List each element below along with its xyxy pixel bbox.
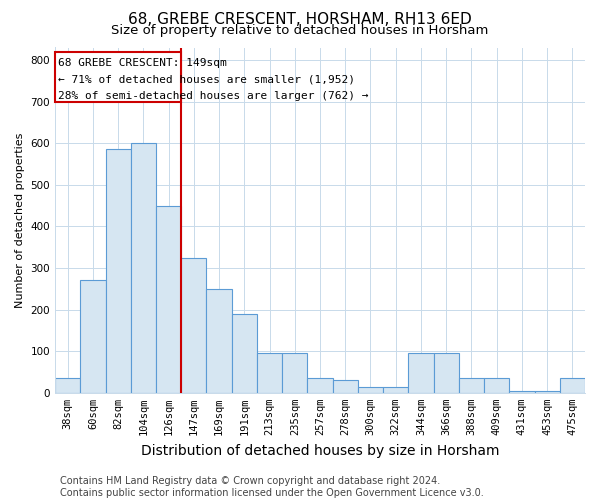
Bar bbox=[383, 386, 409, 393]
Bar bbox=[156, 206, 181, 393]
Text: 68, GREBE CRESCENT, HORSHAM, RH13 6ED: 68, GREBE CRESCENT, HORSHAM, RH13 6ED bbox=[128, 12, 472, 28]
Bar bbox=[535, 390, 560, 393]
Bar bbox=[232, 314, 257, 393]
Bar bbox=[257, 354, 282, 393]
Text: 68 GREBE CRESCENT: 149sqm: 68 GREBE CRESCENT: 149sqm bbox=[58, 58, 226, 68]
Bar bbox=[434, 354, 459, 393]
Bar bbox=[409, 354, 434, 393]
Bar bbox=[131, 143, 156, 393]
Bar bbox=[484, 378, 509, 393]
Bar bbox=[106, 150, 131, 393]
Bar bbox=[181, 258, 206, 393]
X-axis label: Distribution of detached houses by size in Horsham: Distribution of detached houses by size … bbox=[141, 444, 499, 458]
Bar bbox=[307, 378, 332, 393]
Text: Contains HM Land Registry data © Crown copyright and database right 2024.
Contai: Contains HM Land Registry data © Crown c… bbox=[60, 476, 484, 498]
Bar bbox=[55, 52, 181, 102]
Bar bbox=[560, 378, 585, 393]
Text: 28% of semi-detached houses are larger (762) →: 28% of semi-detached houses are larger (… bbox=[58, 91, 368, 101]
Bar bbox=[332, 380, 358, 393]
Y-axis label: Number of detached properties: Number of detached properties bbox=[15, 132, 25, 308]
Bar bbox=[358, 386, 383, 393]
Bar bbox=[509, 390, 535, 393]
Text: ← 71% of detached houses are smaller (1,952): ← 71% of detached houses are smaller (1,… bbox=[58, 74, 355, 85]
Text: Size of property relative to detached houses in Horsham: Size of property relative to detached ho… bbox=[112, 24, 488, 37]
Bar bbox=[80, 280, 106, 393]
Bar bbox=[282, 354, 307, 393]
Bar bbox=[55, 378, 80, 393]
Bar bbox=[206, 289, 232, 393]
Bar bbox=[459, 378, 484, 393]
